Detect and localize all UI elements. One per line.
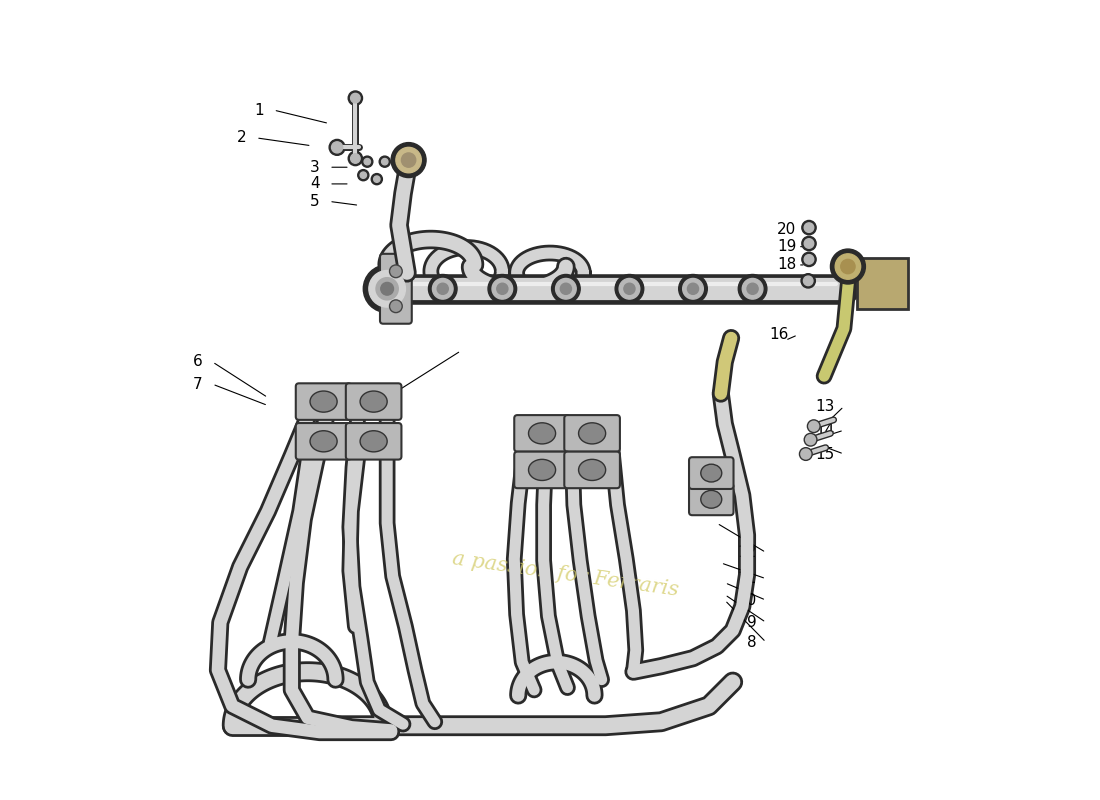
Text: 20: 20 bbox=[777, 222, 796, 237]
Ellipse shape bbox=[701, 464, 722, 482]
Circle shape bbox=[331, 142, 343, 153]
Circle shape bbox=[683, 278, 703, 299]
Circle shape bbox=[492, 278, 513, 299]
Circle shape bbox=[429, 274, 458, 303]
Circle shape bbox=[804, 254, 814, 264]
Circle shape bbox=[807, 420, 821, 433]
Circle shape bbox=[329, 139, 345, 155]
Circle shape bbox=[396, 147, 421, 173]
Circle shape bbox=[349, 151, 363, 166]
Text: 14: 14 bbox=[815, 422, 835, 438]
Ellipse shape bbox=[579, 459, 606, 481]
Circle shape bbox=[804, 238, 814, 248]
Ellipse shape bbox=[310, 391, 337, 412]
Text: 5: 5 bbox=[310, 194, 320, 209]
Circle shape bbox=[802, 236, 816, 250]
Text: 7: 7 bbox=[194, 377, 202, 392]
Ellipse shape bbox=[360, 391, 387, 412]
Circle shape bbox=[389, 300, 403, 313]
Circle shape bbox=[742, 278, 763, 299]
Circle shape bbox=[747, 283, 758, 294]
Text: 3: 3 bbox=[310, 160, 320, 174]
Circle shape bbox=[379, 156, 390, 167]
Circle shape bbox=[376, 278, 398, 300]
Ellipse shape bbox=[310, 430, 337, 452]
Circle shape bbox=[488, 274, 517, 303]
Circle shape bbox=[497, 283, 508, 294]
Ellipse shape bbox=[360, 430, 387, 452]
Text: 21: 21 bbox=[354, 393, 374, 407]
FancyBboxPatch shape bbox=[564, 415, 620, 452]
Circle shape bbox=[835, 254, 860, 279]
Text: 18: 18 bbox=[777, 258, 796, 273]
Circle shape bbox=[804, 223, 814, 232]
Circle shape bbox=[679, 274, 707, 303]
FancyBboxPatch shape bbox=[515, 415, 570, 452]
Circle shape bbox=[389, 265, 403, 278]
Circle shape bbox=[360, 172, 366, 178]
Circle shape bbox=[804, 434, 817, 446]
Circle shape bbox=[358, 170, 368, 181]
Circle shape bbox=[556, 278, 576, 299]
Circle shape bbox=[803, 276, 813, 286]
FancyBboxPatch shape bbox=[345, 423, 401, 459]
Text: 15: 15 bbox=[815, 446, 835, 462]
FancyBboxPatch shape bbox=[515, 452, 570, 488]
Circle shape bbox=[830, 249, 866, 284]
FancyBboxPatch shape bbox=[379, 254, 411, 324]
Ellipse shape bbox=[528, 459, 556, 481]
Text: 8: 8 bbox=[747, 635, 757, 650]
FancyBboxPatch shape bbox=[296, 423, 351, 459]
Circle shape bbox=[437, 283, 449, 294]
FancyBboxPatch shape bbox=[296, 383, 351, 420]
Text: 2: 2 bbox=[236, 130, 246, 146]
Text: 1: 1 bbox=[254, 102, 264, 118]
Text: 17: 17 bbox=[777, 275, 796, 290]
Circle shape bbox=[351, 154, 360, 163]
Circle shape bbox=[364, 158, 371, 165]
Text: 19: 19 bbox=[777, 239, 796, 254]
Circle shape bbox=[551, 274, 580, 303]
Text: a passion for Ferraris: a passion for Ferraris bbox=[451, 550, 680, 600]
FancyBboxPatch shape bbox=[345, 383, 401, 420]
Circle shape bbox=[392, 142, 426, 178]
Circle shape bbox=[800, 448, 812, 460]
Circle shape bbox=[372, 174, 383, 185]
Circle shape bbox=[374, 176, 379, 182]
Circle shape bbox=[801, 274, 815, 288]
Text: 11: 11 bbox=[737, 571, 757, 586]
Text: 13: 13 bbox=[815, 399, 835, 414]
Circle shape bbox=[368, 270, 406, 307]
Circle shape bbox=[560, 283, 572, 294]
Circle shape bbox=[382, 158, 388, 165]
Circle shape bbox=[349, 91, 363, 106]
Ellipse shape bbox=[701, 490, 722, 508]
Ellipse shape bbox=[579, 423, 606, 444]
Ellipse shape bbox=[528, 423, 556, 444]
Circle shape bbox=[402, 153, 416, 167]
Circle shape bbox=[624, 283, 635, 294]
Circle shape bbox=[363, 265, 411, 313]
Circle shape bbox=[615, 274, 644, 303]
Circle shape bbox=[802, 221, 816, 234]
FancyBboxPatch shape bbox=[689, 483, 734, 515]
Text: 9: 9 bbox=[747, 615, 757, 630]
Circle shape bbox=[688, 283, 698, 294]
Circle shape bbox=[381, 282, 394, 295]
FancyBboxPatch shape bbox=[689, 457, 734, 489]
Text: 4: 4 bbox=[310, 177, 320, 191]
Circle shape bbox=[351, 94, 360, 103]
Text: 12: 12 bbox=[737, 545, 757, 560]
Circle shape bbox=[432, 278, 453, 299]
Text: 10: 10 bbox=[737, 593, 757, 608]
Circle shape bbox=[362, 156, 373, 167]
Text: 6: 6 bbox=[194, 354, 202, 370]
Circle shape bbox=[619, 278, 640, 299]
Text: 16: 16 bbox=[769, 327, 789, 342]
FancyBboxPatch shape bbox=[858, 258, 909, 309]
Circle shape bbox=[738, 274, 767, 303]
FancyBboxPatch shape bbox=[564, 452, 620, 488]
Circle shape bbox=[802, 252, 816, 266]
Circle shape bbox=[840, 259, 855, 274]
